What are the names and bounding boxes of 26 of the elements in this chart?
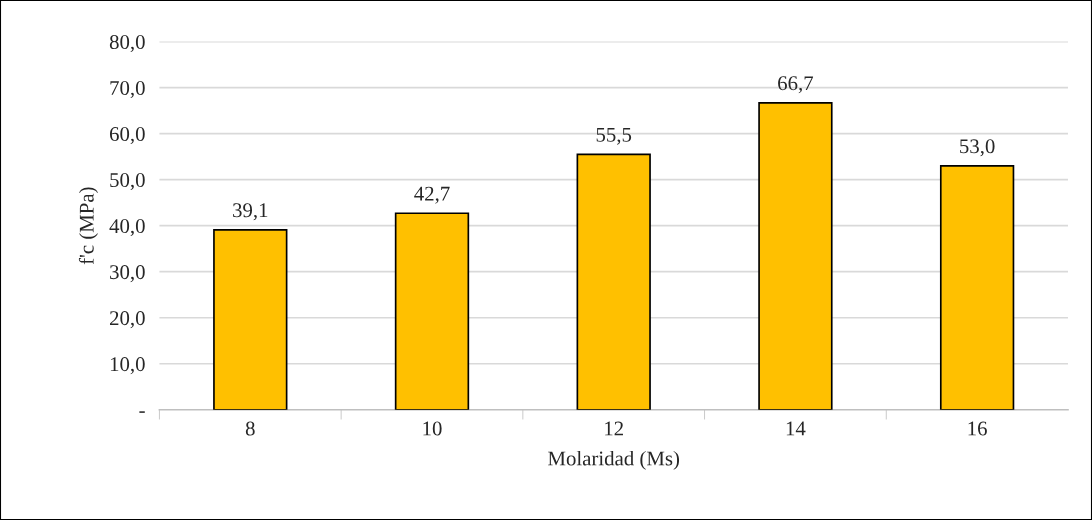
data-label: 55,5 [596,127,632,145]
x-axis-title: Molaridad (Ms) [548,450,680,470]
y-tick-label: 70,0 [110,80,145,99]
data-label: 66,7 [778,76,814,94]
data-label: 53,0 [960,139,995,157]
y-tick-label: 60,0 [109,127,145,145]
bar [576,153,651,410]
x-tick-label: 16 [968,421,987,436]
y-tick-label: 20,0 [110,311,145,329]
x-tick-label: 8 [245,421,255,436]
y-tick-label: - [139,411,145,413]
data-label: 42,7 [414,186,450,204]
y-tick-label: 40,0 [109,219,145,237]
x-tick-label: 14 [786,421,806,436]
bar [758,101,833,410]
y-tick-label: 80,0 [109,34,145,53]
x-tick-label: 12 [605,421,623,436]
bar [939,165,1015,410]
y-axis-title: f'c (MPa) [78,187,98,265]
y-tick-label: 10,0 [110,357,145,375]
data-label: 39,1 [233,203,268,221]
bar [394,212,470,410]
x-tick-label: 10 [423,421,442,436]
bar [213,228,288,410]
y-tick-label: 30,0 [110,265,145,283]
y-tick-label: 50,0 [110,173,145,191]
